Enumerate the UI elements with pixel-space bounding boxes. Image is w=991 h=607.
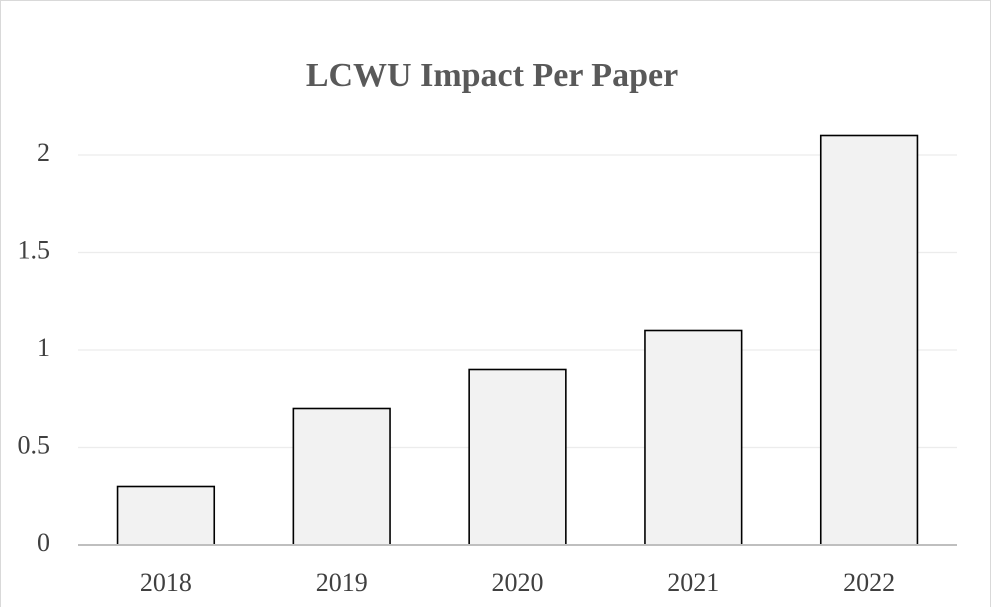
y-tick-label: 0.5 bbox=[18, 430, 51, 459]
y-tick-label: 2 bbox=[37, 138, 50, 167]
bar bbox=[819, 134, 919, 546]
y-tick-label: 1 bbox=[37, 333, 50, 362]
chart-title: LCWU Impact Per Paper bbox=[306, 57, 678, 94]
x-tick-label: 2019 bbox=[316, 568, 368, 597]
y-tick-label: 0 bbox=[37, 528, 50, 557]
x-tick-label: 2020 bbox=[492, 568, 544, 597]
y-tick-label: 1.5 bbox=[18, 235, 51, 264]
bar bbox=[468, 368, 567, 546]
x-tick-label: 2021 bbox=[667, 568, 719, 597]
bar bbox=[644, 329, 743, 546]
bar bbox=[116, 485, 216, 546]
x-tick-label: 2022 bbox=[843, 568, 895, 597]
x-tick-label: 2018 bbox=[140, 568, 192, 597]
bar bbox=[292, 407, 391, 546]
